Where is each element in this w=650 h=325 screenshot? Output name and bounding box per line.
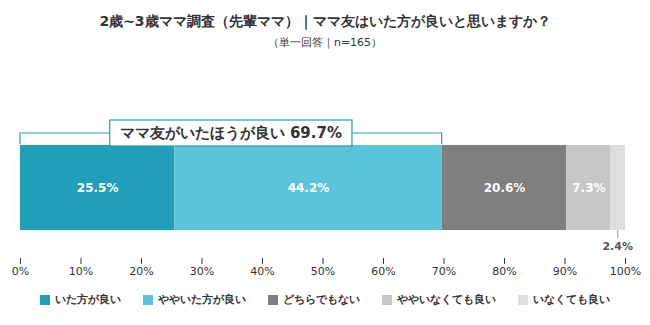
svg-text:20.6%: 20.6% [484,181,526,195]
svg-text:44.2%: 44.2% [288,181,330,195]
html-text:ややいた方が良い: ややいた方が良い [158,293,246,306]
svg-text:100%: 100% [610,265,641,278]
svg-text:70%: 70% [432,265,456,278]
svg-text:40%: 40% [250,265,274,278]
html-text:2歳~3歳ママ調査（先輩ママ）｜ママ友はいた方が良いと思いま: 2歳~3歳ママ調査（先輩ママ）｜ママ友はいた方が良いと思いますか？ [99,13,551,29]
svg-text:50%: 50% [311,265,335,278]
svg-text:30%: 30% [190,265,214,278]
svg-text:ママ友がいたほうが良い 69.7%: ママ友がいたほうが良い 69.7% [120,124,342,142]
html-text:いた方が良い: いた方が良い [55,293,121,306]
svg-text:90%: 90% [553,265,577,278]
html-text:ややいなくても良い: ややいなくても良い [397,293,496,306]
svg-text:25.5%: 25.5% [77,181,119,195]
svg-text:2.4%: 2.4% [602,240,633,253]
html-text:どちらでもない: どちらでもない [283,293,360,306]
html-text:いなくても良い: いなくても良い [533,293,610,306]
svg-text:7.3%: 7.3% [572,181,605,195]
svg-text:20%: 20% [129,265,153,278]
html-text:（単一回答｜n=165）: （単一回答｜n=165） [267,36,383,49]
svg-text:80%: 80% [492,265,516,278]
svg-text:0%: 0% [12,265,29,278]
svg-text:10%: 10% [69,265,93,278]
svg-text:60%: 60% [371,265,395,278]
